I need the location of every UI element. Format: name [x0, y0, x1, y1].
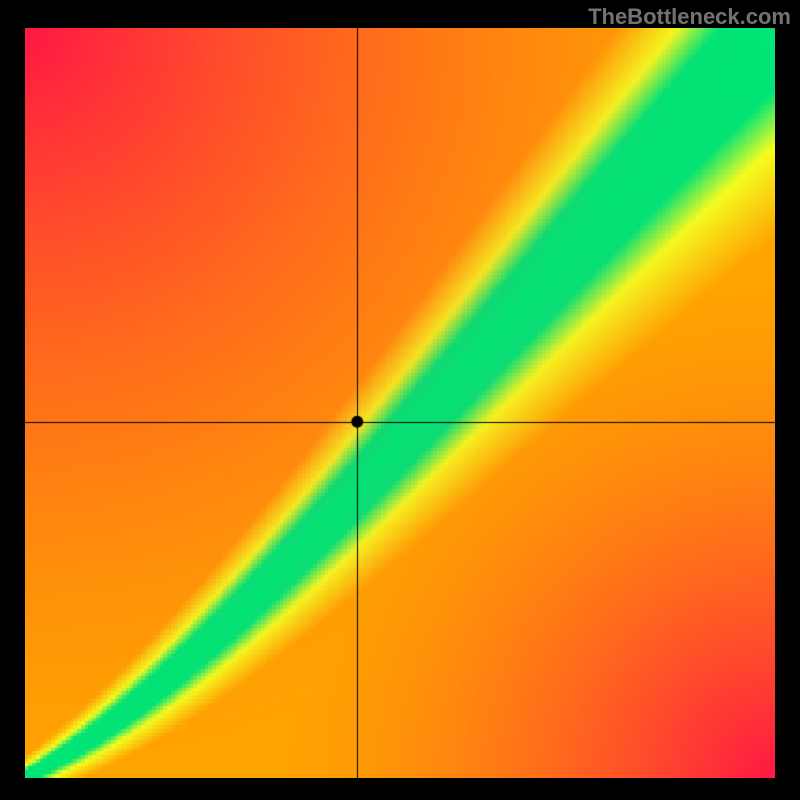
heatmap-canvas: [25, 28, 775, 778]
chart-container: TheBottleneck.com: [0, 0, 800, 800]
watermark-text: TheBottleneck.com: [588, 4, 791, 30]
